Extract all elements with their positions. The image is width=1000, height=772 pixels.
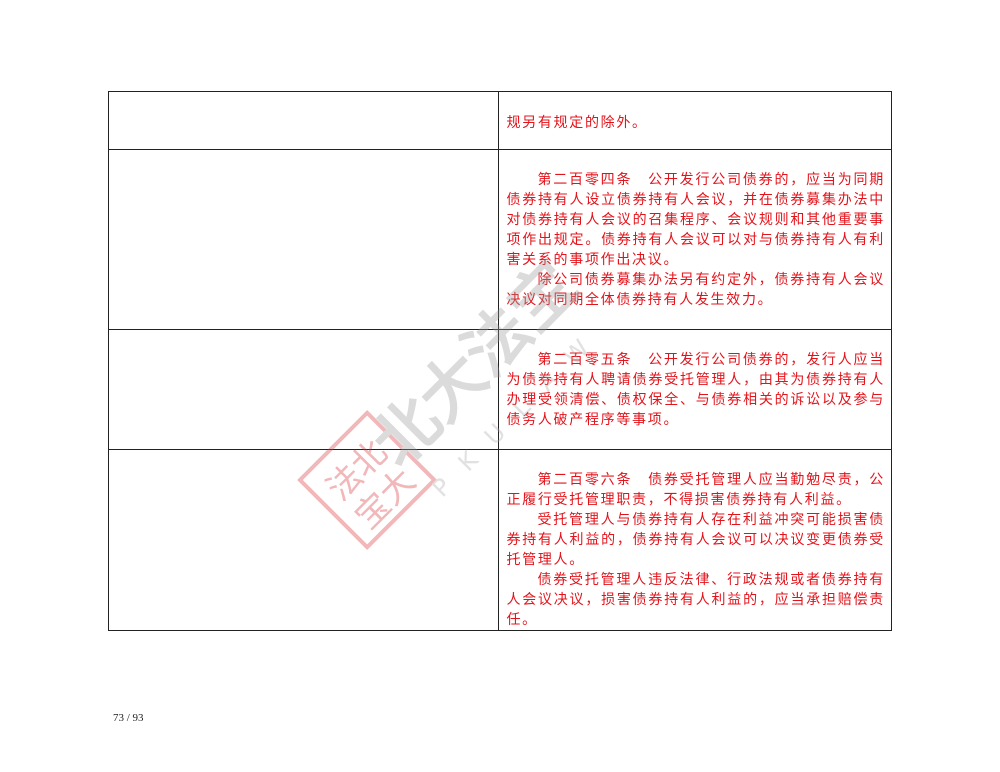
paragraph: 除公司债券募集办法另有约定外，债券持有人会议决议对同期全体债券持有人发生效力。 [506,272,885,308]
new-text-cell: 第二百零四条 公开发行公司债券的，应当为同期债券持有人设立债券持有人会议，并在债… [498,149,892,330]
new-text-cell: 第二百零六条 债券受托管理人应当勤勉尽责，公正履行受托管理职责，不得损害债券持有… [498,449,892,631]
table-row: 规另有规定的除外。 [107,91,892,150]
paragraph: 债券受托管理人违反法律、行政法规或者债券持有人会议决议，损害债券持有人利益的，应… [506,572,885,628]
old-text-cell [107,329,500,450]
table-row: 第二百零五条 公开发行公司债券的，发行人应当为债券持有人聘请债券受托管理人，由其… [107,329,892,450]
paragraph: 规另有规定的除外。 [506,115,648,131]
table-row: 第二百零六条 债券受托管理人应当勤勉尽责，公正履行受托管理职责，不得损害债券持有… [107,449,892,631]
old-text-cell [107,149,500,330]
new-text-cell: 第二百零五条 公开发行公司债券的，发行人应当为债券持有人聘请债券受托管理人，由其… [498,329,892,450]
comparison-table: 规另有规定的除外。 第二百零四条 公开发行公司债券的，应当为同期债券持有人设立债… [107,91,892,631]
new-text-cell: 规另有规定的除外。 [498,91,892,150]
paragraph: 第二百零六条 债券受托管理人应当勤勉尽责，公正履行受托管理职责，不得损害债券持有… [506,472,885,508]
paragraph: 受托管理人与债券持有人存在利益冲突可能损害债券持有人利益的，债券持有人会议可以决… [506,512,885,568]
old-text-cell [107,449,500,631]
paragraph: 第二百零五条 公开发行公司债券的，发行人应当为债券持有人聘请债券受托管理人，由其… [506,352,885,428]
paragraph: 第二百零四条 公开发行公司债券的，应当为同期债券持有人设立债券持有人会议，并在债… [506,172,885,268]
page-number: 73 / 93 [113,712,144,724]
old-text-cell [107,91,500,150]
table-row: 第二百零四条 公开发行公司债券的，应当为同期债券持有人设立债券持有人会议，并在债… [107,149,892,330]
